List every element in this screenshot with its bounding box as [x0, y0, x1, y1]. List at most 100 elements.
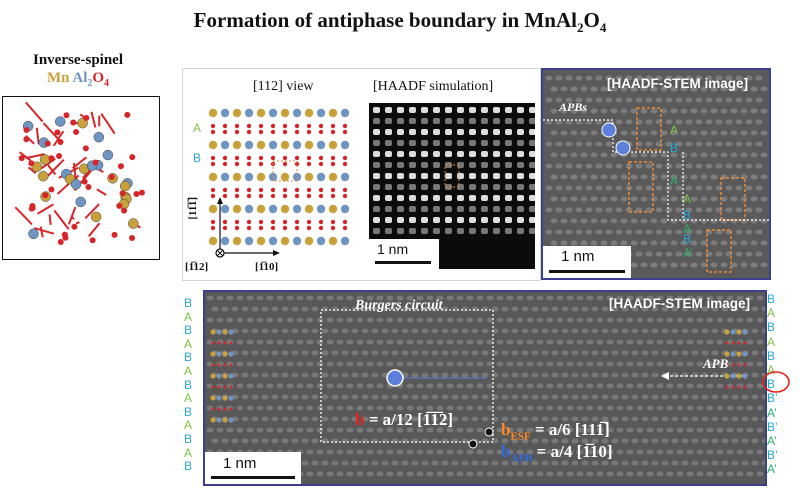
stem-spot: [580, 86, 588, 92]
stem-spot: [551, 416, 559, 422]
stem-spot: [336, 295, 344, 301]
stem-spot: [536, 449, 544, 455]
lattice-oxygen: [222, 129, 228, 135]
stem-spot: [246, 405, 254, 411]
stem-spot: [636, 449, 644, 455]
lattice-atom: [244, 236, 254, 246]
stem-spot: [745, 97, 753, 103]
stem-spot: [331, 306, 339, 312]
stem-spot: [296, 295, 304, 301]
stem-spot: [476, 405, 484, 411]
stem-spot: [716, 383, 724, 389]
stem-spot: [690, 86, 698, 92]
stem-spot: [646, 405, 654, 411]
stem-spot: [695, 97, 703, 103]
stem-spot: [701, 438, 709, 444]
stem-spot: [616, 295, 624, 301]
stem-spot: [651, 416, 659, 422]
stem-spot: [695, 251, 703, 257]
bond: [72, 162, 77, 180]
stem-spot: [640, 240, 648, 246]
stem-spot: [641, 438, 649, 444]
lattice-oxygen: [270, 225, 276, 231]
sim-spot: [445, 129, 452, 135]
stem-spot: [441, 438, 449, 444]
stem-spot: [536, 339, 544, 345]
stem-spot: [426, 317, 434, 323]
stem-spot: [731, 438, 739, 444]
lattice-atom: [316, 204, 326, 214]
stem-spot: [656, 317, 664, 323]
sim-spot: [433, 140, 440, 146]
sim-spot: [493, 140, 500, 146]
oxygen-atom: [63, 112, 70, 119]
stem-spot: [760, 240, 768, 246]
stem-spot: [750, 86, 758, 92]
cation-atom: [31, 161, 42, 173]
overlay-oxygen: [223, 407, 227, 411]
stem-spot: [506, 339, 514, 345]
axis-horizontal-label: [1̅10]: [255, 261, 279, 273]
stem-spot: [715, 119, 723, 125]
stem-spot: [306, 295, 314, 301]
stem-spot: [595, 141, 603, 147]
stem-spot: [446, 339, 454, 345]
stem-spot: [526, 317, 534, 323]
stem-spot: [466, 361, 474, 367]
stem-spot: [570, 86, 578, 92]
lattice-oxygen: [258, 193, 264, 199]
stem-spot: [501, 460, 509, 466]
lattice-oxygen: [258, 129, 264, 135]
stem-spot: [356, 383, 364, 389]
overlay-atom: [228, 395, 234, 401]
stem-spot: [761, 350, 765, 356]
stem-spot: [745, 141, 753, 147]
overlay-atom: [730, 329, 736, 335]
stem-spot: [660, 218, 668, 224]
bond: [48, 214, 52, 225]
stem-spot: [590, 108, 598, 114]
stem-spot: [555, 207, 563, 213]
stem-spot: [306, 383, 314, 389]
stem-spot: [476, 339, 484, 345]
stem-spot: [655, 185, 663, 191]
stem-spot: [550, 196, 558, 202]
stem-spot: [745, 119, 753, 125]
stem-spot: [321, 372, 329, 378]
stem-spot: [715, 251, 723, 257]
stem-spot: [576, 471, 584, 477]
stem-image-bottom: [HAADF-STEM image] Burgers circuit APB b…: [203, 290, 767, 486]
overlay-atom: [736, 351, 742, 357]
oxygen-atom: [129, 154, 136, 161]
oxygen-atom: [124, 111, 131, 118]
axis-origin-label: [1̅12]: [185, 261, 209, 273]
stem-spot: [441, 416, 449, 422]
lattice-oxygen: [246, 187, 252, 193]
stem-spot: [396, 405, 404, 411]
lattice-atom: [220, 236, 230, 246]
lattice-oxygen: [234, 225, 240, 231]
lattice-oxygen: [270, 155, 276, 161]
stem-spot: [261, 350, 269, 356]
sim-spot: [529, 151, 536, 157]
stem-spot: [261, 372, 269, 378]
overlay-atom: [228, 417, 234, 423]
sim-spot: [397, 162, 404, 168]
sim-spot: [481, 228, 488, 234]
lattice-oxygen: [210, 225, 216, 231]
stem-spot: [591, 460, 599, 466]
stem-spot: [326, 427, 334, 433]
stem-spot: [586, 361, 594, 367]
stem-spot: [675, 207, 683, 213]
stem-spot: [610, 240, 618, 246]
stem-spot: [560, 196, 568, 202]
stem-spot: [426, 295, 434, 301]
lattice-atom: [208, 172, 218, 182]
sim-spot: [517, 217, 524, 223]
stem-spot: [696, 295, 704, 301]
stem-spot: [426, 383, 434, 389]
sim-spot: [493, 107, 500, 113]
stem-spot: [700, 262, 708, 268]
stem-spot: [421, 460, 429, 466]
bond: [37, 203, 54, 215]
